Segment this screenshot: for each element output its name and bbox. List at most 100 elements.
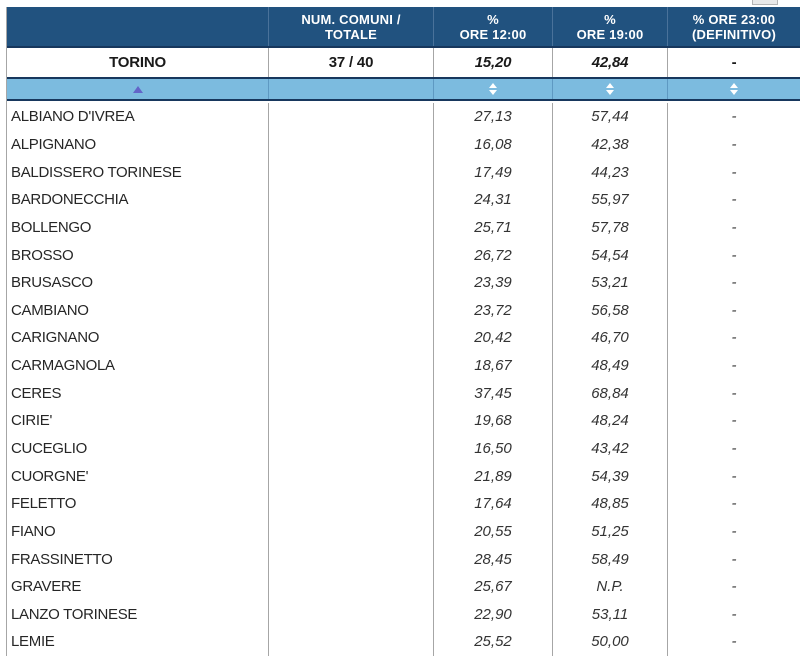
sort-down-arrow-icon[interactable]	[489, 90, 497, 95]
ore23-value: -	[667, 379, 800, 408]
comuni-count-cell	[268, 324, 433, 352]
ore12-value: 22,90	[433, 600, 552, 629]
ore23-value: -	[667, 545, 800, 573]
comune-name: GRAVERE	[11, 578, 82, 596]
comuni-count-cell	[268, 628, 433, 656]
ore19-value: 56,58	[552, 296, 667, 325]
table-row: CARMAGNOLA 18,67 48,49 -	[7, 351, 800, 380]
province-summary-row: TORINO 37 / 40 15,20 42,84 -	[7, 48, 800, 77]
comuni-count-cell	[268, 268, 433, 297]
sort-cell-ore-23[interactable]	[667, 79, 800, 99]
ore12-value: 23,72	[433, 296, 552, 325]
ore23-value: -	[667, 103, 800, 131]
comuni-count-cell	[268, 130, 433, 159]
comune-name: BALDISSERO TORINESE	[11, 163, 182, 181]
column-header-comune	[7, 7, 268, 46]
ore19-value: 48,49	[552, 351, 667, 380]
table-row: FRASSINETTO 28,45 58,49 -	[7, 545, 800, 573]
ore19-value: 51,25	[552, 517, 667, 546]
ore23-value: -	[667, 434, 800, 463]
ore12-value: 18,67	[433, 351, 552, 380]
ore12-value: 28,45	[433, 545, 552, 573]
table-row: BALDISSERO TORINESE 17,49 44,23 -	[7, 158, 800, 186]
ore19-value: 54,54	[552, 241, 667, 269]
sort-down-arrow-icon[interactable]	[730, 90, 738, 95]
comune-name: CUORGNE'	[11, 467, 89, 485]
sort-updown-icon[interactable]	[489, 83, 497, 95]
sort-up-arrow-icon[interactable]	[730, 83, 738, 88]
table-row: BRUSASCO 23,39 53,21 -	[7, 268, 800, 297]
column-header-label: %	[487, 11, 499, 27]
table-row: GRAVERE 25,67 N.P. -	[7, 572, 800, 601]
ore19-value: 44,23	[552, 158, 667, 186]
province-name: TORINO	[109, 54, 166, 71]
ore23-value: -	[667, 572, 800, 601]
province-ore12-value: 15,20	[433, 48, 552, 77]
data-rows: ALBIANO D'IVREA 27,13 57,44 - ALPIGNANO …	[7, 103, 800, 656]
ore23-value: -	[667, 462, 800, 490]
ore23-value: -	[667, 489, 800, 518]
ore19-value: 48,85	[552, 489, 667, 518]
comuni-count-cell	[268, 462, 433, 490]
ore19-value: 68,84	[552, 379, 667, 408]
sort-down-arrow-icon[interactable]	[606, 90, 614, 95]
ore19-value: N.P.	[552, 572, 667, 601]
column-header-ore-23: % ORE 23:00 (DEFINITIVO)	[667, 7, 800, 46]
turnout-table: NUM. COMUNI / TOTALE % ORE 12:00 % ORE 1…	[6, 7, 800, 656]
province-comuni-count: 37 / 40	[268, 48, 433, 77]
ore23-value: -	[667, 296, 800, 325]
table-row: CERES 37,45 68,84 -	[7, 379, 800, 408]
sort-cell-ore-19[interactable]	[552, 79, 667, 99]
table-row: CUORGNE' 21,89 54,39 -	[7, 462, 800, 490]
comuni-count-cell	[268, 158, 433, 186]
ore12-value: 16,50	[433, 434, 552, 463]
sort-up-arrow-icon[interactable]	[489, 83, 497, 88]
sort-controls-row	[7, 77, 800, 101]
table-row: BARDONECCHIA 24,31 55,97 -	[7, 185, 800, 214]
ore19-value: 48,24	[552, 407, 667, 435]
ore19-value: 46,70	[552, 324, 667, 352]
comune-name: CERES	[11, 384, 62, 402]
comune-name: FRASSINETTO	[11, 550, 113, 568]
ore23-value: -	[667, 185, 800, 214]
comune-name: FIANO	[11, 522, 56, 540]
ore12-value: 16,08	[433, 130, 552, 159]
ore12-value: 17,49	[433, 158, 552, 186]
sort-updown-icon[interactable]	[606, 83, 614, 95]
comune-name: CARIGNANO	[11, 329, 100, 347]
ore12-value: 25,71	[433, 213, 552, 242]
province-ore23-value: -	[667, 48, 800, 77]
ore12-value: 17,64	[433, 489, 552, 518]
comuni-count-cell	[268, 241, 433, 269]
ore23-value: -	[667, 241, 800, 269]
ore23-value: -	[667, 600, 800, 629]
comuni-count-cell	[268, 185, 433, 214]
column-header-ore-12: % ORE 12:00	[433, 7, 552, 46]
sort-cell-ore-12[interactable]	[433, 79, 552, 99]
comuni-count-cell	[268, 545, 433, 573]
sort-updown-icon[interactable]	[730, 83, 738, 95]
ore19-value: 58,49	[552, 545, 667, 573]
ore23-value: -	[667, 213, 800, 242]
comuni-count-cell	[268, 296, 433, 325]
comuni-count-cell	[268, 489, 433, 518]
ore19-value: 54,39	[552, 462, 667, 490]
table-row: FIANO 20,55 51,25 -	[7, 517, 800, 546]
comune-name: BOLLENGO	[11, 218, 92, 236]
ore12-value: 19,68	[433, 407, 552, 435]
comune-name: ALPIGNANO	[11, 135, 96, 153]
ore12-value: 27,13	[433, 103, 552, 131]
comune-name: BARDONECCHIA	[11, 191, 129, 209]
sort-cell-comune[interactable]	[7, 79, 268, 99]
column-header-ore-19: % ORE 19:00	[552, 7, 667, 46]
column-header-label: ORE 12:00	[459, 26, 527, 42]
ore23-value: -	[667, 324, 800, 352]
ore12-value: 26,72	[433, 241, 552, 269]
ore23-value: -	[667, 268, 800, 297]
table-row: FELETTO 17,64 48,85 -	[7, 489, 800, 518]
comune-name: CUCEGLIO	[11, 440, 87, 457]
sort-up-arrow-icon[interactable]	[606, 83, 614, 88]
ore12-value: 25,67	[433, 572, 552, 601]
comuni-count-cell	[268, 572, 433, 601]
sort-ascending-active-icon[interactable]	[132, 85, 143, 93]
